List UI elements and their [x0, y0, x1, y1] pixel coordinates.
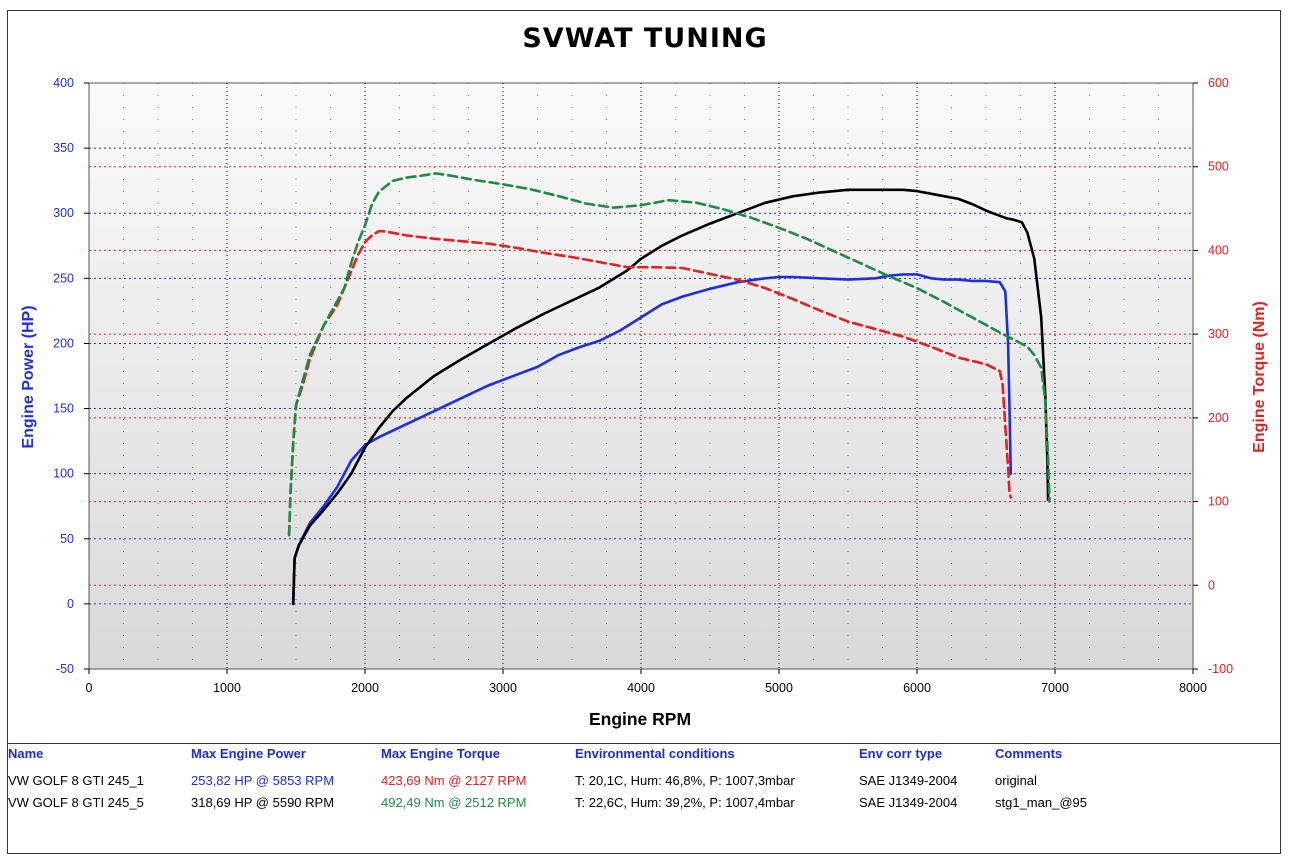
y-right-tick-label: 0: [1208, 578, 1215, 592]
series: [287, 172, 1051, 606]
table-cell: T: 22,6C, Hum: 39,2%, P: 1007,4mbar: [575, 795, 795, 810]
y-left-tick-label: -50: [56, 662, 74, 676]
y-left-tick-label: 100: [53, 467, 74, 481]
header-env-corr: Env corr type: [859, 746, 943, 761]
torque-curve-stage1: [287, 172, 1051, 537]
y-left-tick-label: 350: [53, 141, 74, 155]
x-tick-label: 8000: [1179, 681, 1207, 695]
header-max-power: Max Engine Power: [191, 746, 306, 761]
torque-curve-original: [287, 229, 1013, 537]
table-cell: VW GOLF 8 GTI 245_1: [8, 773, 144, 788]
table-cell: VW GOLF 8 GTI 245_5: [8, 795, 144, 810]
y-right-tick-label: 300: [1208, 327, 1229, 341]
table-cell: T: 20,1C, Hum: 46,8%, P: 1007,3mbar: [575, 773, 795, 788]
power-curve-stage1: [291, 188, 1050, 606]
y-left-tick-label: 200: [53, 336, 74, 350]
y-right-tick-label: 100: [1208, 495, 1229, 509]
x-tick-label: 1000: [213, 681, 241, 695]
results-table: Name Max Engine Power Max Engine Torque …: [7, 743, 1281, 853]
table-cell: 423,69 Nm @ 2127 RPM: [381, 773, 527, 788]
table-cell: original: [995, 773, 1037, 788]
y-left-tick-label: 150: [53, 402, 74, 416]
header-env-conditions: Environmental conditions: [575, 746, 735, 761]
y-right-tick-label: 400: [1208, 243, 1229, 257]
y-right-tick-label: 600: [1208, 76, 1229, 90]
y-right-tick-label: -100: [1208, 662, 1233, 676]
y-left-tick-label: 50: [60, 532, 74, 546]
table-cell: SAE J1349-2004: [859, 795, 958, 810]
plot-area: [88, 82, 1194, 670]
y-right-tick-label: 200: [1208, 411, 1229, 425]
y-axis-left-label: Engine Power (HP): [20, 305, 37, 448]
y-left-tick-label: 400: [53, 76, 74, 90]
y-left-tick-label: 250: [53, 271, 74, 285]
y-right-tick-label: 500: [1208, 160, 1229, 174]
y-left-tick-label: 0: [67, 597, 74, 611]
chart-title: SVWAT TUNING: [522, 23, 767, 54]
table-cell: stg1_man_@95: [995, 795, 1087, 810]
dyno-chart: 0 1000 2000 3000 4000 5000 6000 7000 8000-500501…: [20, 23, 1268, 729]
header-name: Name: [8, 746, 44, 761]
table-cell: 253,82 HP @ 5853 RPM: [191, 773, 335, 788]
x-tick-label: 0: [86, 681, 93, 695]
table-cell: SAE J1349-2004: [859, 773, 958, 788]
table-divider: [7, 743, 1281, 744]
axis-ticks: 0 1000 2000 3000 4000 5000 6000 7000 8000-500501…: [53, 76, 1233, 695]
x-tick-label: 7000: [1041, 681, 1069, 695]
y-axis-right-label: Engine Torque (Nm): [1251, 301, 1268, 453]
x-tick-label: 5000: [765, 681, 793, 695]
table-cell: 318,69 HP @ 5590 RPM: [191, 795, 335, 810]
y-left-tick-label: 300: [53, 206, 74, 220]
header-max-torque: Max Engine Torque: [381, 746, 500, 761]
x-tick-label: 3000: [489, 681, 517, 695]
x-axis-label: Engine RPM: [589, 709, 691, 729]
table-cell: 492,49 Nm @ 2512 RPM: [381, 795, 527, 810]
header-comments: Comments: [995, 746, 1063, 761]
x-tick-label: 2000: [351, 681, 379, 695]
x-tick-label: 6000: [903, 681, 931, 695]
x-tick-label: 4000: [627, 681, 655, 695]
